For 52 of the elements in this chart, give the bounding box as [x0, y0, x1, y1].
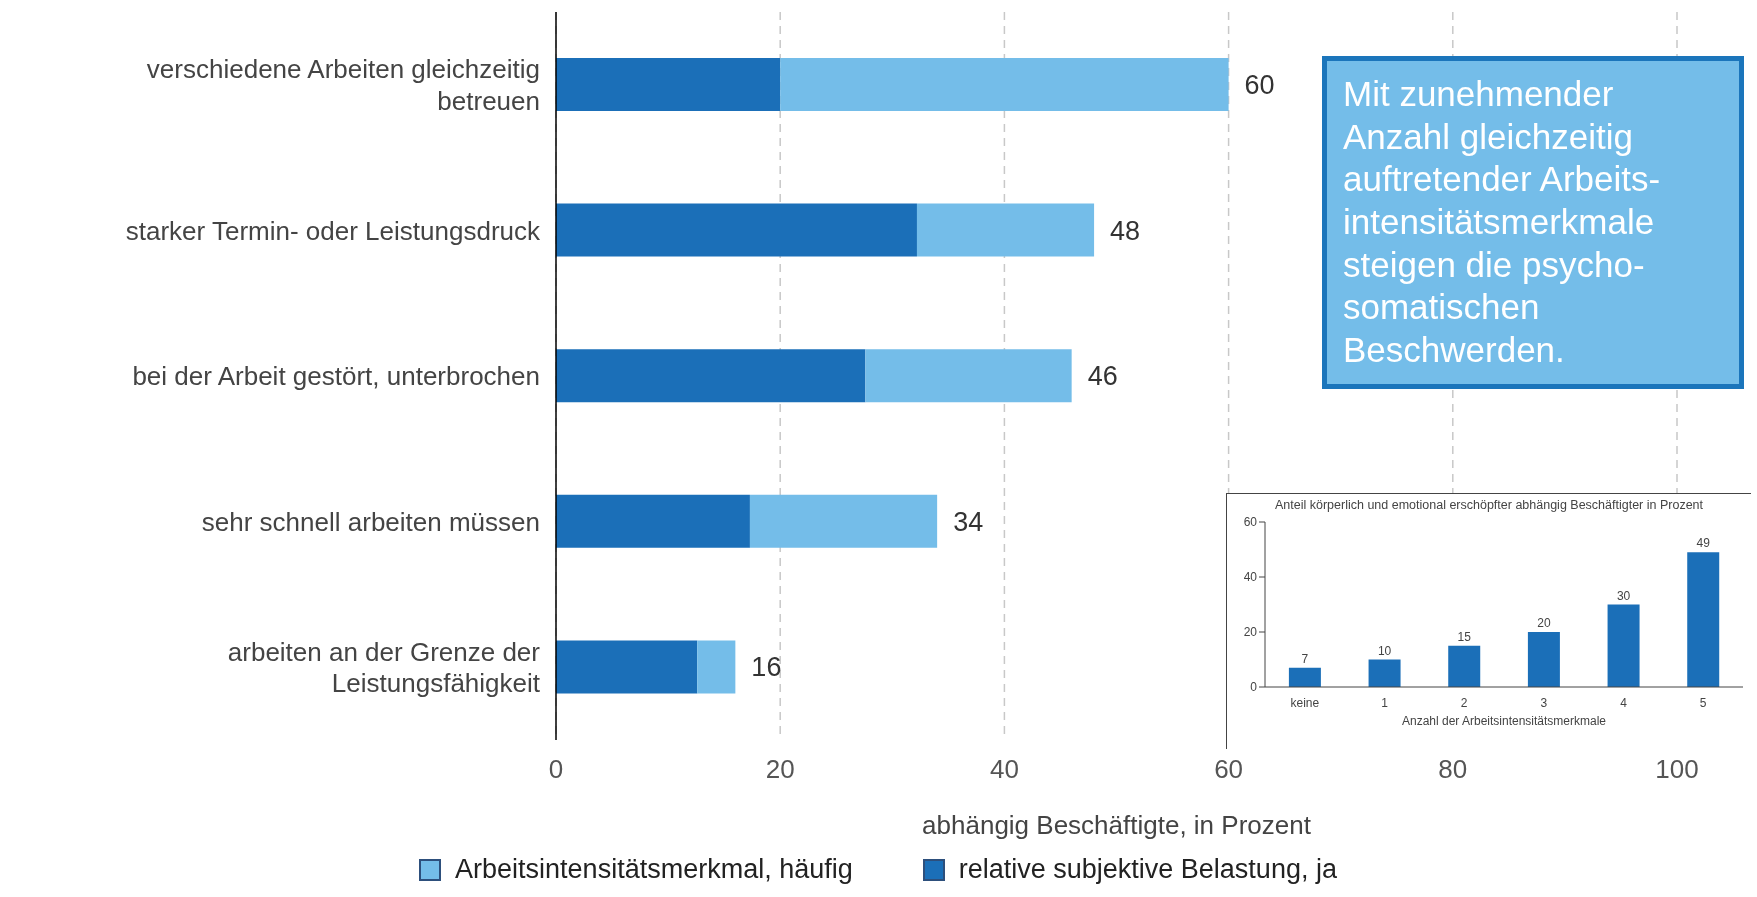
x-tick-label: 80 [1438, 754, 1468, 785]
x-tick-label: 1 [1381, 696, 1389, 710]
total-label: 48 [1110, 215, 1141, 246]
data-label: 15 [1457, 629, 1472, 644]
x-tick-label: 2 [1460, 696, 1468, 710]
y-tick-label: 20 [1243, 625, 1258, 640]
x-tick-label: 5 [1699, 696, 1707, 710]
y-tick-label: bei der Arbeit gestört, unterbrochen [132, 361, 540, 392]
bar [780, 58, 1229, 111]
x-tick-label: 3 [1540, 696, 1548, 710]
data-label: 10 [1377, 643, 1392, 658]
x-tick-label: 4 [1620, 696, 1628, 710]
bar [1288, 667, 1321, 687]
y-tick-label: starker Termin- oder Leistungsdruck [125, 215, 541, 246]
bar [556, 58, 781, 111]
total-label: 16 [751, 652, 782, 683]
data-label: 49 [1696, 536, 1711, 551]
bar [865, 349, 1072, 403]
data-label: 30 [1616, 588, 1631, 603]
total-label: 34 [953, 506, 984, 537]
y-tick-label: 60 [1243, 515, 1258, 530]
x-axis-title: abhängig Beschäftigte, in Prozent [922, 810, 1312, 840]
bar [556, 640, 698, 694]
y-tick-label: sehr schnell arbeiten müssen [201, 506, 540, 537]
legend-label: Arbeitsintensitätsmerkmal, häufig [455, 854, 853, 885]
x-tick-label: 40 [989, 754, 1019, 785]
annotation: Mit zunehmender Anzahl gleichzeitig auftretender Arbeits- intensitätsmerkmale steigen die psycho- somatischen Beschwerden. [1322, 56, 1744, 389]
bar [1368, 659, 1401, 687]
bar [697, 640, 736, 694]
data-label: 20 [1537, 616, 1551, 630]
y-tick-label: verschiedene Arbeiten gleichzeitig betreuen [146, 54, 540, 116]
x-axis-title: Anzahl der Arbeitsintensitätsmerkmale [1401, 714, 1607, 728]
y-tick-label: arbeiten an der Grenze der Leistungsfähigkeit [227, 636, 541, 698]
y-tick-label: 0 [1250, 680, 1258, 695]
bar [556, 203, 917, 257]
y-tick-label: 40 [1243, 570, 1258, 585]
bar [556, 349, 866, 403]
x-tick-label: 20 [765, 754, 795, 785]
bar [916, 203, 1095, 257]
bar [1527, 632, 1560, 687]
x-tick-label: keine [1290, 696, 1320, 710]
bar [556, 494, 750, 548]
x-tick-label: 0 [548, 754, 564, 785]
bar [1687, 552, 1720, 687]
legend-label: relative subjektive Belastung, ja [958, 854, 1337, 885]
chart-title: Anteil körperlich und emotional erschöpfter abhängig Beschäftigter in Prozent [1274, 498, 1704, 512]
bar [1607, 604, 1640, 687]
x-tick-label: 100 [1655, 754, 1699, 785]
bar [1448, 645, 1481, 687]
data-label: 7 [1301, 651, 1309, 666]
total-label: 46 [1087, 361, 1118, 392]
bar [749, 494, 938, 548]
